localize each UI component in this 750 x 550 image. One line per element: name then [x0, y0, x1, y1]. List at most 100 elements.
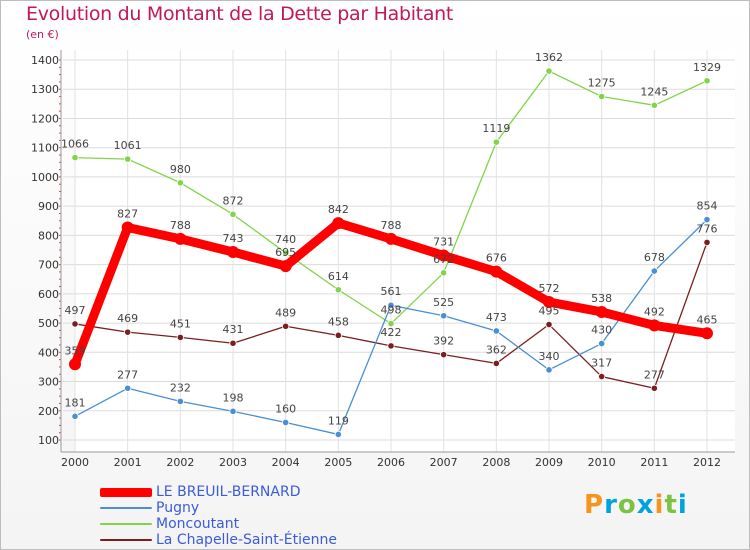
data-point	[227, 246, 239, 259]
data-label: 317	[591, 357, 612, 370]
data-label: 525	[433, 296, 454, 309]
legend-item: Moncoutant	[100, 516, 337, 532]
data-point	[229, 407, 237, 415]
data-label: 676	[486, 252, 507, 265]
data-label: 458	[328, 315, 349, 328]
proxiti-logo: Proxiti	[584, 490, 688, 520]
logo-letter: t	[664, 490, 678, 520]
x-tick-label: 2006	[377, 456, 405, 469]
data-point	[545, 366, 553, 374]
legend-swatch	[100, 507, 152, 509]
legend-label: Moncoutant	[156, 516, 240, 532]
data-label: 980	[170, 163, 191, 176]
x-tick-label: 2001	[114, 456, 142, 469]
data-point	[279, 260, 292, 273]
data-point	[176, 397, 184, 406]
data-label: 538	[591, 292, 612, 305]
logo-letter: P	[584, 490, 605, 520]
legend-item: LE BREUIL-BERNARD	[100, 484, 337, 500]
data-point	[598, 372, 606, 381]
data-point	[545, 320, 553, 329]
y-tick-label: 300	[38, 376, 59, 389]
data-point	[121, 221, 134, 234]
data-label: 561	[381, 285, 402, 298]
x-tick-label: 2002	[166, 456, 194, 469]
legend-label: La Chapelle-Saint-Étienne	[156, 532, 337, 548]
data-label: 788	[381, 219, 402, 232]
data-point	[437, 249, 450, 262]
data-label: 1061	[114, 139, 142, 152]
data-label: 359	[65, 344, 86, 357]
data-point	[387, 320, 395, 328]
data-point	[387, 301, 395, 309]
x-tick-label: 2005	[324, 456, 352, 469]
y-tick-label: 400	[38, 346, 59, 359]
data-label: 119	[328, 414, 349, 427]
x-tick-label: 2000	[61, 456, 89, 469]
data-label: 743	[223, 232, 244, 245]
y-tick-label: 1100	[31, 142, 59, 155]
data-label: 788	[170, 219, 191, 232]
data-point	[703, 216, 711, 224]
x-tick-label: 2008	[482, 456, 510, 469]
legend-label: LE BREUIL-BERNARD	[156, 484, 301, 500]
y-tick-label: 700	[38, 259, 59, 272]
x-tick-label: 2010	[588, 456, 616, 469]
data-label: 614	[328, 270, 349, 283]
data-label: 678	[644, 251, 665, 264]
data-label: 340	[539, 350, 560, 363]
data-label: 1275	[588, 77, 616, 90]
data-point	[124, 155, 132, 163]
data-label: 451	[170, 317, 191, 330]
data-point	[387, 342, 395, 350]
y-tick-label: 600	[38, 288, 59, 301]
data-label: 1245	[640, 85, 668, 98]
x-tick-label: 2011	[640, 456, 668, 469]
data-label: 362	[486, 343, 507, 356]
data-point	[334, 430, 342, 439]
data-point	[385, 232, 397, 245]
data-point	[545, 67, 553, 75]
data-label: 1066	[61, 138, 89, 151]
data-point	[650, 267, 658, 275]
data-label: 498	[381, 304, 402, 317]
data-label: 232	[170, 381, 191, 394]
data-point	[440, 312, 448, 320]
data-label: 160	[275, 402, 296, 415]
y-tick-label: 100	[38, 434, 59, 447]
data-point	[282, 418, 290, 427]
data-point	[176, 179, 184, 187]
data-point	[71, 412, 79, 420]
legend-label: Pugny	[156, 500, 200, 516]
data-label: 473	[486, 311, 507, 324]
data-point	[69, 358, 81, 371]
logo-letter: r	[604, 490, 618, 520]
data-label: 492	[644, 305, 665, 318]
data-point	[332, 217, 345, 230]
data-point	[701, 327, 713, 340]
data-label: 731	[433, 236, 454, 249]
data-point	[440, 269, 448, 277]
legend-item: Pugny	[100, 500, 337, 516]
data-point	[703, 77, 711, 85]
data-point	[440, 351, 448, 359]
data-label: 198	[223, 391, 244, 404]
data-label: 776	[697, 222, 718, 235]
data-point	[650, 384, 658, 392]
data-point	[334, 331, 342, 339]
data-point	[492, 327, 500, 335]
chart-legend: LE BREUIL-BERNARD Pugny Moncoutant La Chape…	[100, 484, 337, 548]
data-label: 431	[223, 323, 244, 336]
data-point	[492, 138, 500, 146]
data-point	[703, 238, 711, 246]
chart-unit: (en €)	[26, 28, 59, 41]
data-point	[598, 339, 606, 348]
y-tick-label: 500	[38, 317, 59, 330]
data-point	[492, 359, 500, 368]
data-label: 1119	[482, 122, 510, 135]
data-label: 672	[433, 253, 454, 266]
data-point	[543, 296, 555, 309]
data-label: 392	[433, 335, 454, 348]
legend-item: La Chapelle-Saint-Étienne	[100, 532, 337, 548]
data-label: 1362	[535, 51, 563, 64]
